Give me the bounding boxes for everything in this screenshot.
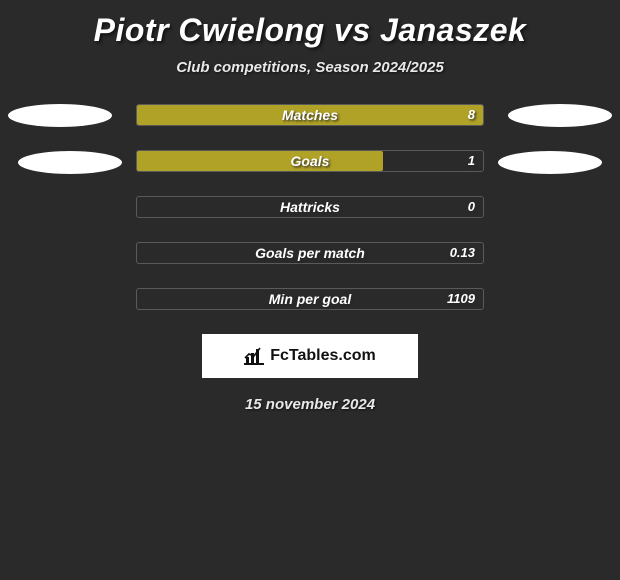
bar-value: 0 xyxy=(468,199,475,214)
bar-value: 1109 xyxy=(447,291,475,306)
player-marker-right-1 xyxy=(508,104,612,127)
bar-label: Min per goal xyxy=(137,291,483,307)
page-title: Piotr Cwielong vs Janaszek xyxy=(0,0,620,49)
bar-row: Goals 1 xyxy=(136,150,484,172)
bars-container: Matches 8 Goals 1 Hattricks 0 Goals per … xyxy=(136,104,484,310)
bar-row: Goals per match 0.13 xyxy=(136,242,484,264)
player-marker-left-1 xyxy=(8,104,112,127)
date-text: 15 november 2024 xyxy=(0,396,620,413)
attribution-badge: FcTables.com xyxy=(202,334,418,378)
bar-label: Hattricks xyxy=(137,199,483,215)
bar-chart-icon xyxy=(244,347,264,365)
bar-row: Matches 8 xyxy=(136,104,484,126)
bar-value: 0.13 xyxy=(450,245,475,260)
bar-label: Goals xyxy=(137,153,483,169)
bar-value: 8 xyxy=(468,107,475,122)
bar-label: Matches xyxy=(137,107,483,123)
bar-row: Hattricks 0 xyxy=(136,196,484,218)
player-marker-left-2 xyxy=(18,151,122,174)
comparison-chart: Matches 8 Goals 1 Hattricks 0 Goals per … xyxy=(0,104,620,310)
player-marker-right-2 xyxy=(498,151,602,174)
bar-value: 1 xyxy=(468,153,475,168)
bar-row: Min per goal 1109 xyxy=(136,288,484,310)
attribution-text: FcTables.com xyxy=(270,347,376,365)
bar-label: Goals per match xyxy=(137,245,483,261)
page-subtitle: Club competitions, Season 2024/2025 xyxy=(0,59,620,76)
